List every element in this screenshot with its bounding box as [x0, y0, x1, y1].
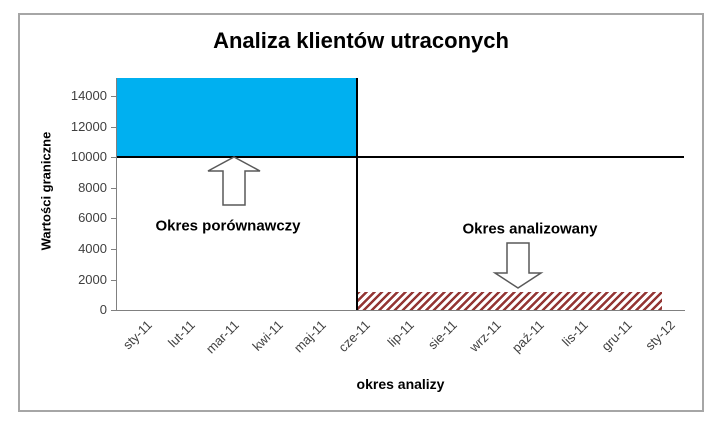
- y-tick-mark: [111, 126, 117, 128]
- y-tick-mark: [111, 248, 117, 250]
- y-tick-mark: [111, 187, 117, 189]
- y-tick-label: 6000: [78, 210, 107, 226]
- y-tick-mark: [111, 218, 117, 220]
- y-tick-label: 10000: [70, 149, 107, 165]
- y-tick-label: 0: [99, 302, 107, 317]
- y-tick-mark: [111, 157, 117, 159]
- y-tick-mark: [111, 96, 117, 98]
- chart-title: Analiza klientów utraconych: [213, 28, 509, 53]
- y-tick-label: 2000: [78, 271, 107, 287]
- y-tick-label: 4000: [78, 240, 107, 256]
- analyzed-period-area: [356, 291, 663, 310]
- period-divider-line: [355, 78, 358, 310]
- threshold-line-10000: [117, 156, 684, 159]
- y-tick-label: 14000: [70, 88, 107, 104]
- x-axis-line: [116, 310, 685, 311]
- comparison-period-area: [117, 78, 357, 158]
- y-tick-label: 8000: [78, 179, 107, 195]
- plot-area: [117, 78, 684, 310]
- comparison-period-annotation: Okres porównawczy: [155, 217, 301, 235]
- y-axis-title: Wartości graniczne: [38, 131, 54, 251]
- y-tick-mark: [111, 279, 117, 281]
- y-tick-mark: [111, 310, 117, 311]
- x-axis-title: okres analizy: [356, 376, 445, 392]
- y-tick-label: 12000: [70, 118, 107, 134]
- y-axis-line: [116, 78, 117, 311]
- analyzed-period-annotation: Okres analizowany: [462, 220, 598, 238]
